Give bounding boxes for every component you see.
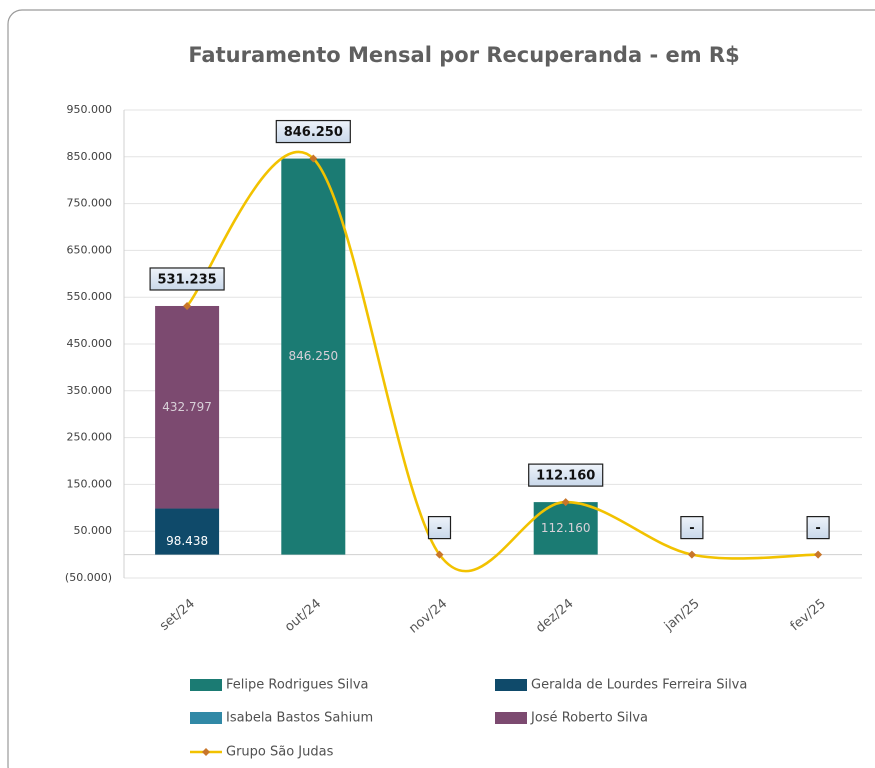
data-label-box — [528, 463, 604, 487]
y-tick-label: 950.000 — [67, 103, 113, 116]
chart-title: Faturamento Mensal por Recuperanda - em … — [188, 43, 739, 67]
card — [7, 9, 875, 768]
line-marker — [687, 550, 696, 559]
line-data-label: 112.160 — [536, 469, 595, 484]
legend-label: Grupo São Judas — [226, 745, 334, 760]
legend-label: Isabela Bastos Sahium — [226, 711, 373, 726]
legend-label: José Roberto Silva — [530, 711, 648, 726]
bar-data-label: 846.250 — [288, 349, 338, 363]
bar-data-label: 432.797 — [162, 400, 212, 414]
y-tick-label: 750.000 — [67, 197, 113, 210]
legend-label: Felipe Rodrigues Silva — [226, 678, 369, 693]
line-marker — [183, 301, 192, 310]
bar-data-label: 98.438 — [166, 534, 208, 548]
line-marker — [309, 154, 318, 163]
data-label-box — [806, 515, 830, 540]
data-label-box — [149, 267, 225, 291]
data-label-box — [427, 515, 452, 540]
legend-swatch — [190, 712, 222, 724]
bar-segment — [155, 305, 220, 509]
legend-marker — [202, 748, 210, 756]
y-tick-label: 850.000 — [67, 150, 113, 163]
y-tick-label: (50.000) — [65, 571, 112, 584]
line-data-label: 846.250 — [284, 125, 343, 140]
y-tick-label: 650.000 — [67, 243, 113, 256]
line-marker — [435, 550, 444, 559]
bar-segment — [155, 508, 220, 555]
legend-swatch — [495, 679, 527, 691]
bar-data-label: 112.160 — [541, 521, 591, 535]
legend-swatch — [190, 679, 222, 691]
data-label-box — [680, 515, 704, 540]
data-label-box — [275, 119, 351, 144]
line-data-label: - — [689, 521, 694, 536]
legend-swatch — [495, 712, 527, 724]
y-tick-label: 450.000 — [67, 337, 113, 350]
line-data-label: - — [815, 521, 820, 536]
y-tick-label: 50.000 — [74, 524, 113, 537]
y-tick-label: 350.000 — [67, 384, 113, 397]
y-tick-label: 550.000 — [67, 290, 113, 303]
line-marker — [814, 550, 823, 559]
bar-segment — [281, 158, 346, 555]
y-tick-label: 150.000 — [67, 477, 113, 490]
line-marker — [561, 498, 570, 507]
line-data-label: - — [437, 521, 442, 536]
y-tick-label: 250.000 — [67, 431, 113, 444]
line-data-label: 531.235 — [157, 272, 216, 287]
legend-label: Geralda de Lourdes Ferreira Silva — [531, 678, 747, 693]
